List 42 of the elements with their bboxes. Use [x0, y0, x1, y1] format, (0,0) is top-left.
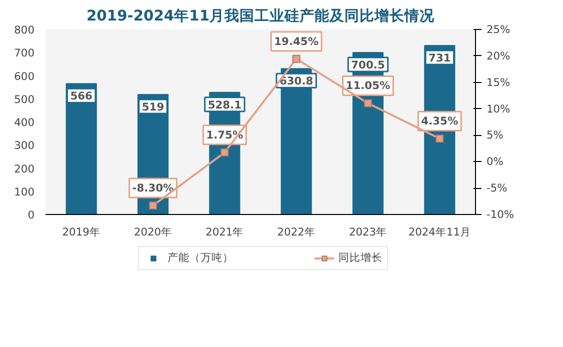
point: [292, 54, 300, 63]
y2-tick-label: -10%: [486, 208, 514, 221]
x-tick-label: 2019年: [62, 226, 100, 238]
x-tick-label: 2021年: [206, 226, 244, 238]
chart-title: 2019-2024年11月我国工业硅产能及同比增长情况: [86, 8, 436, 24]
y-tick-label: 600: [14, 70, 35, 83]
data-label: 519: [142, 100, 164, 114]
y-tick-label: 700: [14, 46, 35, 60]
legend-label: 同比增长: [338, 251, 382, 265]
x-tick-label: 2020年: [134, 226, 172, 238]
y2-tick-label: 20%: [486, 49, 510, 62]
y-tick-label: 500: [14, 92, 35, 106]
y-tick-label: 400: [14, 116, 35, 129]
data-label: 566: [70, 90, 92, 103]
y2-tick-label: -5%: [486, 182, 508, 195]
x-tick-label: 2023年: [348, 226, 388, 238]
y-tick-label: 200: [14, 162, 35, 176]
y-tick-label: 0: [28, 208, 35, 222]
y2-tick-label: 0%: [486, 155, 504, 168]
point: [436, 134, 444, 143]
y-tick-label: 100: [14, 185, 35, 198]
bar: [66, 83, 97, 214]
data-label: -8.30%: [132, 182, 174, 195]
data-label: 731: [428, 51, 451, 64]
point: [149, 202, 157, 210]
x-tick-label: 2022年: [277, 226, 316, 238]
y-tick-label: 800: [14, 24, 35, 36]
point: [364, 99, 372, 108]
y2-tick-label: 25%: [486, 23, 510, 36]
data-label: 11.05%: [346, 79, 391, 92]
data-label: 4.35%: [421, 114, 458, 128]
y-tick-label: 300: [14, 139, 35, 152]
data-label: 528.1: [208, 98, 242, 112]
x-tick-label: 2024年11月: [408, 226, 472, 238]
y2-tick-label: 5%: [486, 128, 504, 142]
legend-label: 产能（万吨）: [168, 251, 234, 265]
data-label: 700.5: [351, 58, 385, 72]
y2-tick-label: 15%: [486, 76, 510, 89]
data-label: 630.8: [279, 74, 314, 88]
point: [220, 148, 229, 156]
data-label: 19.45%: [274, 34, 319, 48]
y2-tick-label: 10%: [486, 102, 510, 116]
